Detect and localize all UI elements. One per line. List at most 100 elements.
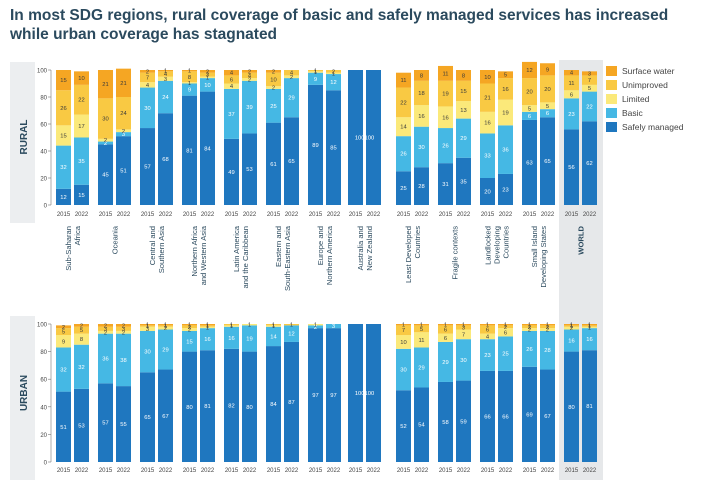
bar-segment bbox=[308, 84, 323, 205]
bar-segment bbox=[480, 370, 495, 462]
x-year-label: 2015 bbox=[565, 468, 579, 474]
data-label: 81 bbox=[204, 404, 210, 410]
data-label: 89 bbox=[312, 143, 318, 149]
bar-segment bbox=[140, 324, 155, 326]
bar-segment bbox=[456, 324, 471, 326]
data-label: 1 bbox=[528, 323, 531, 329]
bar-segment bbox=[498, 71, 513, 79]
data-label: 22 bbox=[400, 100, 406, 106]
x-year-label: 2022 bbox=[499, 468, 513, 474]
data-label: 29 bbox=[442, 360, 448, 366]
bar-segment bbox=[456, 80, 471, 102]
bar-segment bbox=[98, 324, 113, 327]
data-label: 30 bbox=[418, 145, 424, 151]
data-label: 7 bbox=[462, 332, 465, 338]
data-label: 2 bbox=[504, 325, 507, 331]
data-label: 1 bbox=[588, 324, 591, 330]
bar-segment bbox=[242, 324, 257, 326]
data-label: 1 bbox=[462, 323, 465, 329]
x-year-label: 2022 bbox=[327, 468, 341, 474]
data-label: 29 bbox=[162, 348, 168, 354]
bar-segment bbox=[116, 97, 131, 130]
data-label: 2 bbox=[122, 323, 125, 329]
data-label: 81 bbox=[586, 404, 592, 410]
bar-segment bbox=[56, 145, 71, 189]
x-year-label: 2022 bbox=[457, 212, 471, 218]
bar-segment bbox=[582, 326, 597, 329]
data-label: 54 bbox=[418, 423, 425, 429]
data-label: 11 bbox=[442, 71, 448, 77]
bar-segment bbox=[74, 137, 89, 185]
data-label: 19 bbox=[442, 92, 448, 98]
data-label: 6 bbox=[528, 114, 531, 120]
data-label: 1 bbox=[206, 325, 209, 331]
bar-segment bbox=[480, 178, 495, 205]
bar-segment bbox=[366, 324, 381, 462]
x-year-label: 2015 bbox=[523, 468, 537, 474]
data-label: 7 bbox=[588, 78, 591, 84]
data-label: 6 bbox=[570, 92, 573, 98]
data-label: 1 bbox=[164, 69, 167, 75]
bar-segment bbox=[116, 324, 131, 327]
data-label: 16 bbox=[586, 337, 592, 343]
data-label: 69 bbox=[526, 412, 532, 418]
data-label: 16 bbox=[204, 337, 210, 343]
x-year-label: 2015 bbox=[349, 468, 363, 474]
bar-segment bbox=[200, 324, 215, 326]
bar-segment bbox=[200, 350, 215, 462]
bar-segment bbox=[438, 128, 453, 164]
data-label: 87 bbox=[288, 400, 294, 406]
bar-segment bbox=[480, 324, 495, 326]
bar-segment bbox=[498, 336, 513, 371]
bar-segment bbox=[98, 141, 113, 145]
data-label: 68 bbox=[162, 157, 168, 163]
bar-segment bbox=[540, 102, 555, 110]
bar-segment bbox=[456, 325, 471, 330]
data-label: 10 bbox=[484, 75, 490, 81]
bar-segment bbox=[522, 325, 537, 329]
region-label: Southern Asia bbox=[157, 225, 166, 273]
data-label: 1 bbox=[188, 81, 191, 87]
region-label: and the Caribbean bbox=[241, 226, 250, 289]
data-label: 4 bbox=[570, 71, 574, 77]
x-year-label: 2015 bbox=[565, 212, 579, 218]
data-label: 7 bbox=[402, 328, 405, 334]
bar-segment bbox=[224, 70, 239, 76]
data-label: 1 bbox=[272, 324, 275, 330]
x-year-label: 2022 bbox=[159, 212, 173, 218]
data-label: 1 bbox=[570, 324, 573, 330]
data-label: 11 bbox=[418, 338, 424, 344]
bar-segment bbox=[74, 184, 89, 205]
data-label: 55 bbox=[120, 422, 126, 428]
bar-segment bbox=[438, 333, 453, 342]
data-label: 53 bbox=[78, 423, 84, 429]
bar-segment bbox=[200, 326, 215, 329]
data-label: 61 bbox=[270, 162, 276, 168]
region-label: New Zealand bbox=[365, 226, 374, 271]
bar-segment bbox=[564, 329, 579, 352]
bar-segment bbox=[498, 173, 513, 205]
data-label: 21 bbox=[484, 96, 490, 102]
y-tick-label: 80 bbox=[40, 96, 47, 102]
bar-segment bbox=[522, 119, 537, 205]
data-label: 9 bbox=[314, 77, 317, 83]
bar-segment bbox=[200, 325, 215, 327]
data-label: 1 bbox=[146, 324, 149, 330]
data-label: 56 bbox=[568, 165, 574, 171]
data-label: 2 bbox=[272, 86, 275, 92]
data-label: 85 bbox=[330, 146, 336, 152]
data-label: 8 bbox=[80, 337, 83, 343]
x-year-label: 2015 bbox=[481, 468, 495, 474]
data-label: 4 bbox=[290, 71, 294, 77]
bar-segment bbox=[74, 388, 89, 462]
bar-segment bbox=[182, 325, 197, 329]
bar-segment bbox=[438, 106, 453, 129]
x-year-label: 2015 bbox=[481, 212, 495, 218]
bar-segment bbox=[540, 117, 555, 205]
bar-segment bbox=[284, 325, 299, 342]
bar-segment bbox=[396, 325, 411, 336]
bar-segment bbox=[414, 325, 429, 333]
data-label: 66 bbox=[484, 414, 490, 420]
data-label: 2 bbox=[570, 326, 573, 332]
data-label: 62 bbox=[586, 161, 592, 167]
